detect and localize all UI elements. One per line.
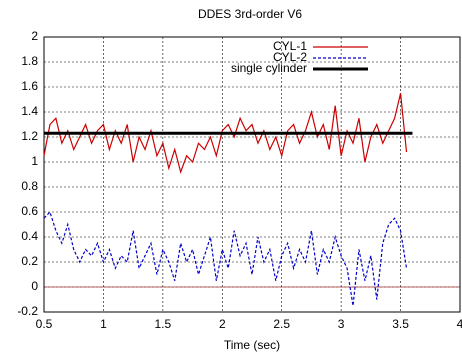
y-tick-label: 1 <box>31 154 38 168</box>
chart-title: DDES 3rd-order V6 <box>198 7 302 21</box>
x-tick-label: 3 <box>338 317 345 331</box>
x-tick-label: 2 <box>219 317 226 331</box>
plot-frame <box>43 36 461 313</box>
y-tick-label: 2 <box>31 29 38 43</box>
y-tick-label: 0.4 <box>21 229 38 243</box>
legend-label: CYL-1 <box>273 39 307 53</box>
y-tick-label: 1.6 <box>21 79 38 93</box>
y-tick-label: 0.6 <box>21 204 38 218</box>
x-tick-label: 1 <box>100 317 107 331</box>
y-tick-label: 0.8 <box>21 179 38 193</box>
x-axis-label: Time (sec) <box>224 338 280 352</box>
legend-label: single cylinder <box>231 61 307 75</box>
x-tick-label: 0.5 <box>36 317 53 331</box>
x-tick-label: 2.5 <box>273 317 290 331</box>
series-line <box>43 93 408 174</box>
x-tick-label: 4 <box>457 317 462 331</box>
y-tick-label: 1.4 <box>21 104 38 118</box>
x-tick-label: 3.5 <box>392 317 409 331</box>
y-tick-label: 1.8 <box>21 54 38 68</box>
y-tick-label: 0 <box>31 279 38 293</box>
y-tick-label: -0.2 <box>17 304 38 318</box>
series-line <box>43 210 408 306</box>
y-tick-label: 1.2 <box>21 129 38 143</box>
legend-label: CYL-2 <box>273 50 307 64</box>
y-tick-label: 0.2 <box>21 254 38 268</box>
x-tick-label: 1.5 <box>155 317 172 331</box>
